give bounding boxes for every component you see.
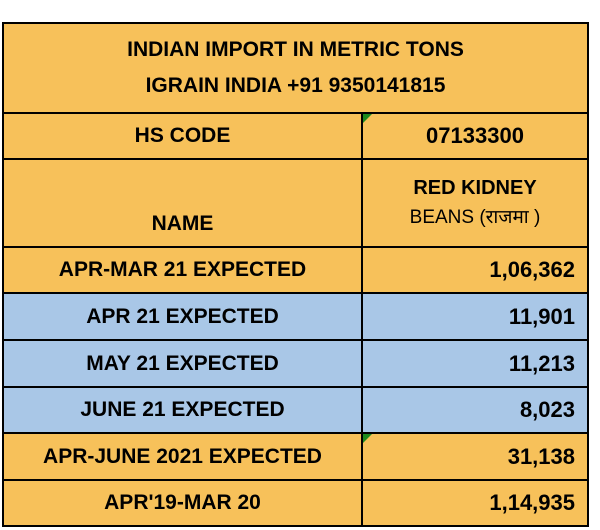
table-subtitle: IGRAIN INDIA +91 9350141815 — [145, 74, 446, 97]
table-row: APR-JUNE 2021 EXPECTED 31,138 — [4, 434, 587, 481]
row-value: 31,138 — [363, 434, 587, 479]
hs-code-row: HS CODE 07133300 — [4, 114, 587, 160]
row-label: MAY 21 EXPECTED — [4, 341, 363, 386]
name-row: NAME RED KIDNEY BEANS (राजमा ) — [4, 160, 587, 248]
table-row: APR'19-MAR 20 1,14,935 — [4, 481, 587, 525]
row-label: APR 21 EXPECTED — [4, 294, 363, 339]
title-row: INDIAN IMPORT IN METRIC TONS IGRAIN INDI… — [4, 24, 587, 114]
row-value: 11,901 — [508, 303, 575, 329]
row-label: APR-JUNE 2021 EXPECTED — [4, 434, 363, 479]
import-table: INDIAN IMPORT IN METRIC TONS IGRAIN INDI… — [2, 22, 589, 527]
title-cell: INDIAN IMPORT IN METRIC TONS IGRAIN INDI… — [4, 24, 587, 112]
row-value-text: 31,138 — [507, 443, 575, 469]
comment-marker-icon — [363, 114, 372, 123]
row-value: 11,213 — [508, 350, 575, 376]
hs-code-label: HS CODE — [4, 114, 363, 158]
row-value: 1,14,935 — [489, 490, 575, 515]
row-value: 1,06,362 — [489, 257, 575, 282]
row-label: APR-MAR 21 EXPECTED — [4, 248, 363, 292]
table-row: APR 21 EXPECTED 11,901 — [4, 294, 587, 341]
name-label: NAME — [4, 160, 363, 246]
commodity-name: RED KIDNEY — [413, 177, 537, 199]
hs-code-value: 07133300 — [363, 114, 587, 158]
commodity-name-local: BEANS (राजमा ) — [409, 207, 541, 228]
table-row: JUNE 21 EXPECTED 8,023 — [4, 388, 587, 434]
hs-code-text: 07133300 — [426, 123, 524, 148]
table-title: INDIAN IMPORT IN METRIC TONS — [127, 38, 464, 61]
table-row: APR-MAR 21 EXPECTED 1,06,362 — [4, 248, 587, 294]
table-row: MAY 21 EXPECTED 11,213 — [4, 341, 587, 388]
row-label: JUNE 21 EXPECTED — [4, 388, 363, 432]
row-label: APR'19-MAR 20 — [4, 481, 363, 525]
name-value: RED KIDNEY BEANS (राजमा ) — [363, 160, 587, 246]
row-value: 8,023 — [519, 397, 575, 422]
comment-marker-icon — [363, 434, 372, 443]
